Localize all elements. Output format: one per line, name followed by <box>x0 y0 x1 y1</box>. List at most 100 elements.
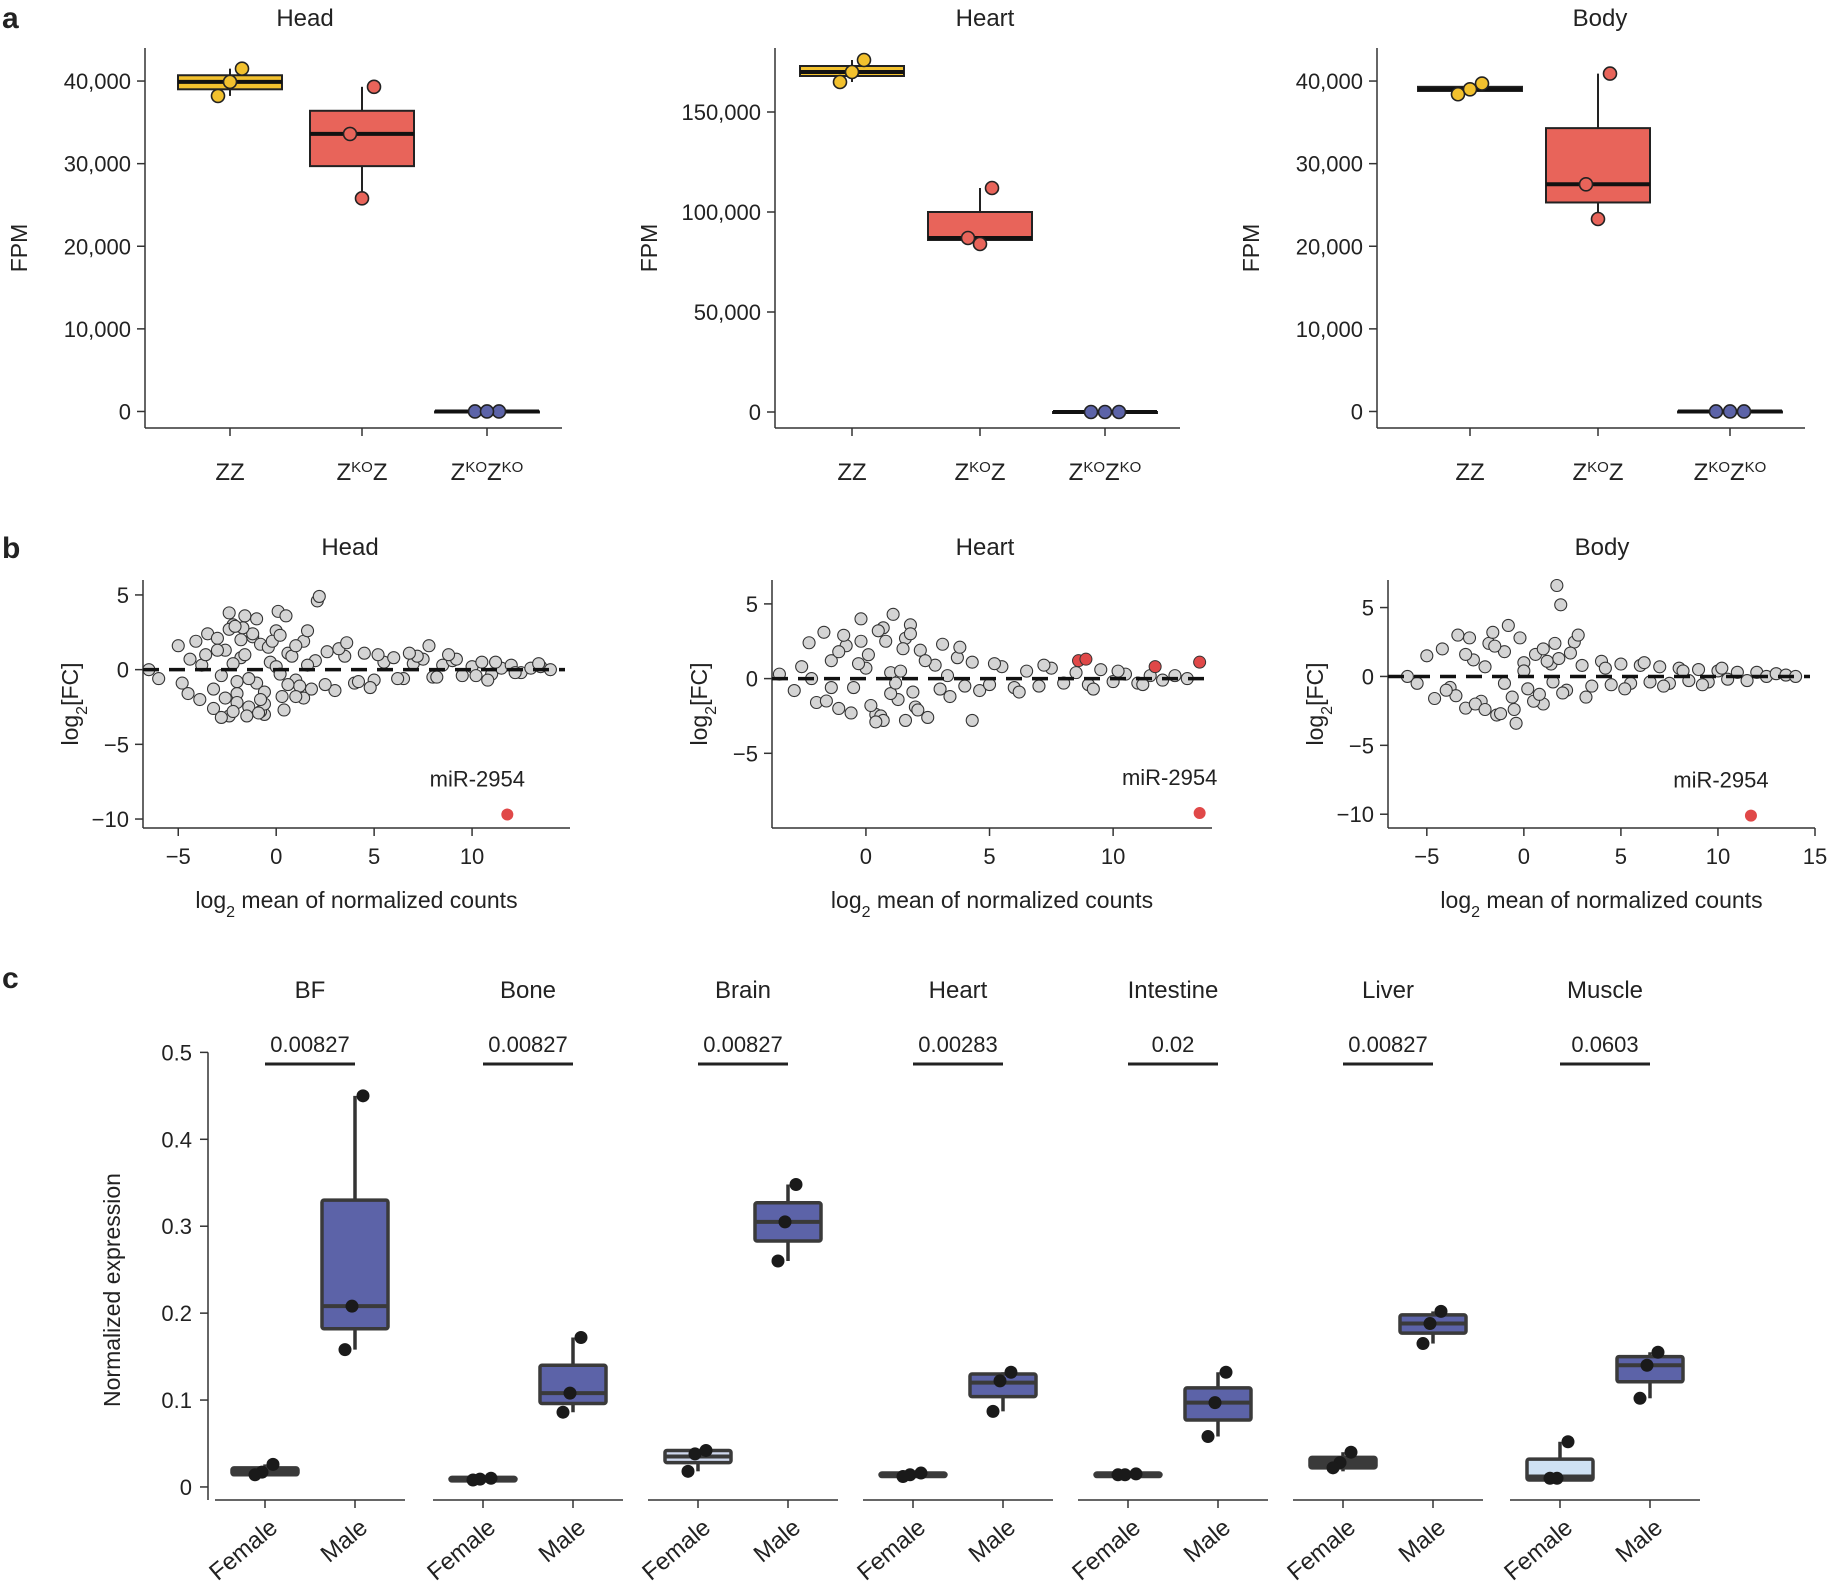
y-tick-label: 0 <box>1351 399 1363 424</box>
data-point <box>681 1464 695 1478</box>
mirna-point <box>1497 676 1512 690</box>
mirna-point <box>252 706 266 720</box>
y-axis-label: log2[FC] <box>1302 662 1336 745</box>
genotype-base: ZZ <box>837 459 866 486</box>
mirna-point <box>1420 649 1434 663</box>
y-tick-label: 5 <box>746 592 758 617</box>
mirna-point <box>844 706 858 720</box>
mirna-point <box>175 676 189 690</box>
x-tick-label: 10 <box>1706 844 1730 869</box>
y-axis-label: log2[FC] <box>686 662 720 745</box>
y-tick-label: −10 <box>1337 802 1374 827</box>
mirna-point <box>1086 682 1100 696</box>
mirna-point <box>847 681 861 695</box>
mirna-point <box>1691 663 1706 677</box>
data-point <box>1590 211 1606 227</box>
mirna-point <box>289 639 303 653</box>
mir-2954-point <box>501 808 514 821</box>
mirna-point <box>851 657 866 671</box>
data-point <box>479 404 495 419</box>
x-tick-label-male: Male <box>749 1514 806 1568</box>
x-axis-label-base: log <box>831 887 862 913</box>
x-axis-label-rest: mean of normalized counts <box>235 887 518 913</box>
mirna-point <box>906 685 920 699</box>
mirna-point <box>391 672 405 686</box>
y-tick-label: 150,000 <box>681 100 761 125</box>
y-tick-label: 30,000 <box>1296 152 1363 177</box>
mir-2954-label: miR-2954 <box>430 767 525 792</box>
mirna-point <box>1507 702 1521 717</box>
mirna-point <box>1513 631 1527 645</box>
genotype-tail: Z <box>991 459 1006 486</box>
data-point <box>1633 1391 1647 1405</box>
x-tick-label-female: Female <box>1499 1514 1578 1586</box>
x-tick-label: −5 <box>166 844 191 869</box>
mirna-point <box>1435 642 1449 656</box>
data-point <box>896 1470 910 1484</box>
mirna-point <box>234 633 248 647</box>
mirna-point <box>402 646 416 660</box>
data-point <box>466 1473 480 1487</box>
mirna-point <box>277 703 291 717</box>
mirna-point <box>802 636 816 650</box>
y-tick-label: 20,000 <box>1296 234 1363 259</box>
y-axis-label-base: log <box>686 715 712 746</box>
mirna-point <box>351 675 366 689</box>
genotype-tail: Z <box>1730 459 1745 486</box>
data-point <box>1097 404 1113 420</box>
mirna-point <box>898 713 913 727</box>
mirna-point <box>879 634 893 648</box>
mirna-point <box>1579 690 1593 704</box>
mirna-point <box>171 639 185 653</box>
mirna-point <box>1532 687 1546 701</box>
mirna-point <box>475 655 489 669</box>
mirna-point <box>824 654 838 668</box>
mirna-point <box>1468 697 1482 711</box>
x-axis-label: log2 mean of normalized counts <box>1440 887 1762 921</box>
mirna-point <box>1032 679 1046 693</box>
data-point <box>563 1386 577 1400</box>
mirna-point <box>210 631 224 645</box>
mirna-point <box>958 679 972 693</box>
x-axis-label-base: log <box>195 887 226 913</box>
data-point <box>771 1254 785 1268</box>
mirna-point <box>230 675 244 689</box>
data-point <box>222 74 238 90</box>
panel-label-a: a <box>2 2 19 35</box>
y-axis-label: FPM <box>6 224 32 273</box>
x-axis-label-sub: 2 <box>862 904 871 921</box>
x-tick-label-female: Female <box>422 1514 501 1586</box>
x-tick-label: 10 <box>1101 844 1125 869</box>
mirna-point <box>1012 685 1026 699</box>
mirna-point <box>218 691 232 705</box>
mirna-point <box>869 715 883 729</box>
y-tick-label: 20,000 <box>64 234 131 259</box>
y-axis-label: FPM <box>636 224 662 273</box>
mirna-point <box>787 684 801 698</box>
x-tick-label: −5 <box>1414 844 1439 869</box>
significant-point <box>1193 655 1207 669</box>
mirna-point <box>1488 639 1502 653</box>
p-value-label: 0.00827 <box>270 1032 350 1057</box>
mirna-point <box>240 709 254 723</box>
tissue-title: BF <box>295 977 326 1004</box>
mirna-point <box>1505 690 1519 704</box>
mirna-point <box>1410 676 1424 690</box>
p-value-label: 0.00283 <box>918 1032 998 1057</box>
tissue-title: Muscle <box>1567 977 1643 1004</box>
y-axis-label-base: log <box>1302 715 1328 746</box>
x-tick-label-ZZ: ZZ <box>215 459 244 486</box>
p-value-label: 0.0603 <box>1571 1032 1638 1057</box>
x-tick-label-ZKOZKO: ZKOZKO <box>451 459 524 487</box>
data-point <box>699 1443 713 1457</box>
genotype-base: Z <box>1694 459 1709 486</box>
panel-label-b: b <box>2 532 20 565</box>
data-point <box>266 1457 280 1471</box>
data-point <box>1201 1430 1215 1444</box>
y-tick-label: 100,000 <box>681 200 761 225</box>
mirna-point <box>987 657 1002 671</box>
data-point <box>914 1466 928 1480</box>
mirna-point <box>250 612 264 626</box>
mirna-point <box>481 673 495 687</box>
mirna-point <box>832 645 846 659</box>
